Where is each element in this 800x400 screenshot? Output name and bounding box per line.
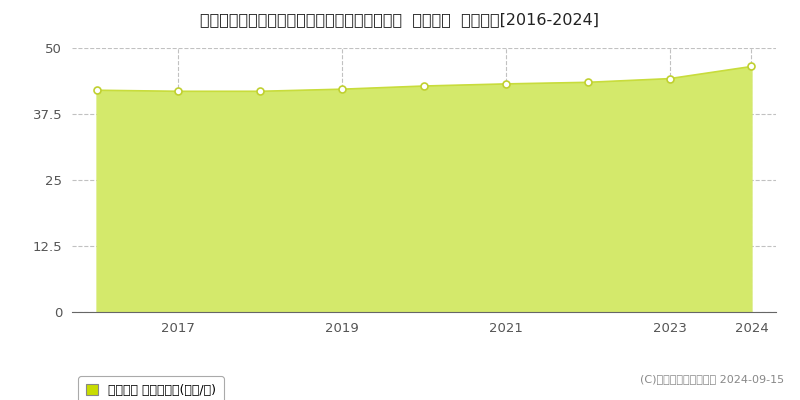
Text: (C)土地価格ドットコム 2024-09-15: (C)土地価格ドットコム 2024-09-15 bbox=[640, 374, 784, 384]
Text: 千葉県松戸市小金きよしケ丘３丁目１６番１外  地価公示  地価推移[2016-2024]: 千葉県松戸市小金きよしケ丘３丁目１６番１外 地価公示 地価推移[2016-202… bbox=[201, 12, 599, 27]
Legend: 地価公示 平均坪単価(万円/坪): 地価公示 平均坪単価(万円/坪) bbox=[78, 376, 224, 400]
